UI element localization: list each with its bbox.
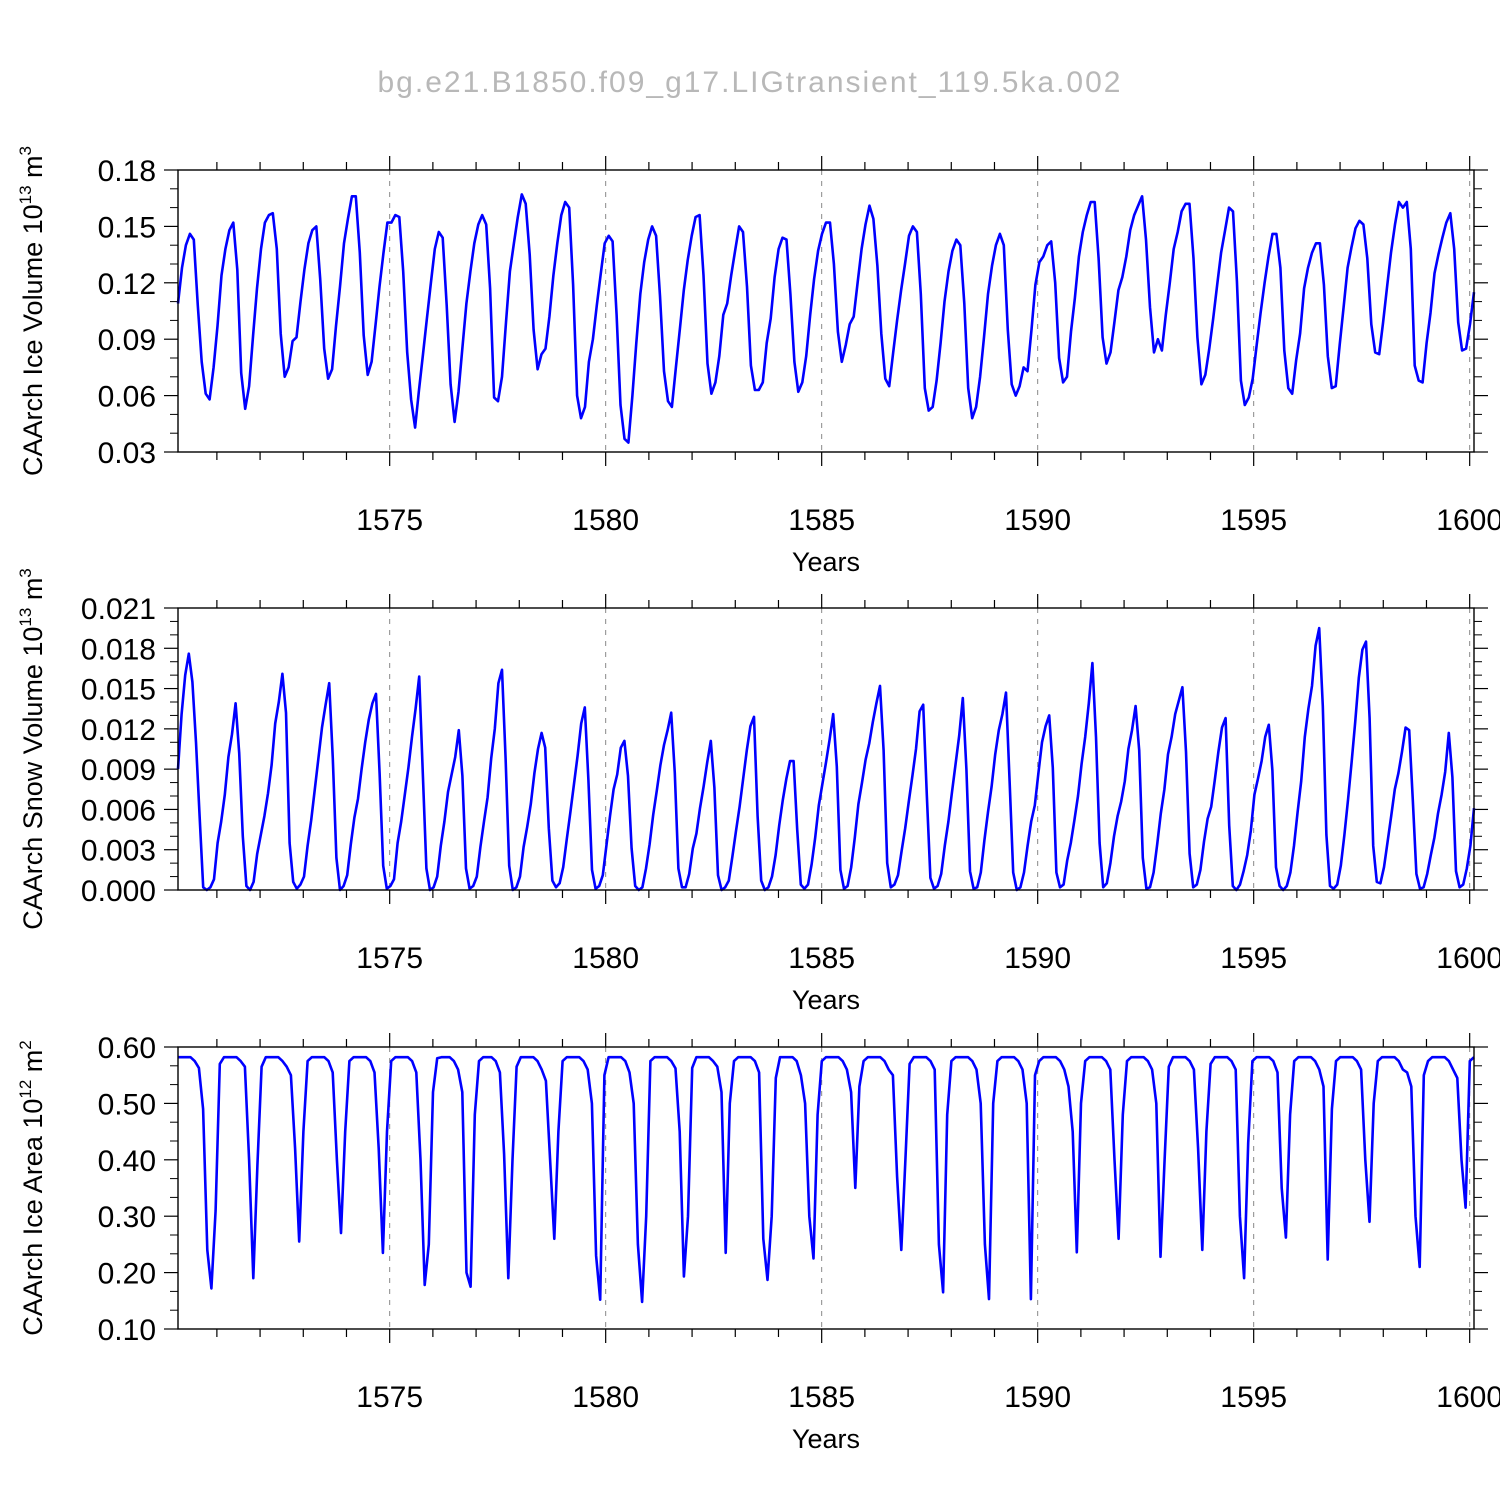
y-tick-label: 0.40 <box>98 1145 156 1178</box>
x-tick-label: 1600 <box>1436 942 1500 975</box>
y-tick-label: 0.50 <box>98 1088 156 1121</box>
y-tick-label: 0.10 <box>98 1314 156 1347</box>
y-tick-label: 0.018 <box>81 633 156 666</box>
x-tick-label: 1585 <box>788 504 855 537</box>
y-axis-label: CAArch Snow Volume 1013 m3 <box>16 568 48 930</box>
x-tick-label: 1595 <box>1220 1381 1287 1414</box>
y-axis-label: CAArch Ice Volume 1013 m3 <box>16 146 48 476</box>
x-tick-label: 1575 <box>356 942 423 975</box>
plot-frame <box>177 1046 1475 1330</box>
y-tick-label: 0.30 <box>98 1201 156 1234</box>
y-tick-label: 0.20 <box>98 1258 156 1291</box>
x-tick-label: 1580 <box>572 1381 639 1414</box>
x-tick-label: 1600 <box>1436 1381 1500 1414</box>
y-tick-label: 0.021 <box>81 593 156 626</box>
x-tick-label: 1595 <box>1220 942 1287 975</box>
y-tick-label: 0.012 <box>81 714 156 747</box>
y-tick-label: 0.06 <box>98 381 156 414</box>
y-tick-label: 0.009 <box>81 754 156 787</box>
series-line <box>176 193 1476 444</box>
x-tick-label: 1575 <box>356 1381 423 1414</box>
x-tick-label: 1600 <box>1436 504 1500 537</box>
x-tick-label: 1595 <box>1220 504 1287 537</box>
y-tick-label: 0.03 <box>98 437 156 470</box>
x-axis-label: Years <box>792 985 860 1015</box>
x-tick-label: 1585 <box>788 942 855 975</box>
panel-3: 0.10 0.20 0.30 0.40 0.50 0.60 1575 1580 1585 1590… <box>16 1032 1500 1454</box>
y-tick-label: 0.000 <box>81 875 156 908</box>
y-tick-label: 0.12 <box>98 268 156 301</box>
plot-frame <box>177 607 1475 891</box>
x-tick-label: 1580 <box>572 504 639 537</box>
plot-frame <box>177 169 1475 453</box>
figure-title: bg.e21.B1850.f09_g17.LIGtransient_119.5k… <box>377 66 1123 99</box>
panel-1: 0.03 0.06 0.09 0.12 0.15 0.18 1575 1580 1585 1590… <box>16 146 1500 577</box>
y-tick-label: 0.09 <box>98 324 156 357</box>
y-tick-label: 0.18 <box>98 155 156 188</box>
x-tick-label: 1590 <box>1004 1381 1071 1414</box>
y-tick-label: 0.60 <box>98 1032 156 1065</box>
panel-2: 0.000 0.003 0.006 0.009 0.012 0.015 0.018 0.021… <box>16 568 1500 1015</box>
series-line <box>178 1055 1475 1304</box>
y-tick-label: 0.15 <box>98 211 156 244</box>
y-tick-label: 0.003 <box>81 835 156 868</box>
x-tick-label: 1585 <box>788 1381 855 1414</box>
x-tick-label: 1590 <box>1004 504 1071 537</box>
y-tick-label: 0.015 <box>81 674 156 707</box>
y-tick-label: 0.006 <box>81 794 156 827</box>
x-tick-label: 1575 <box>356 504 423 537</box>
x-axis-label: Years <box>792 1424 860 1454</box>
y-axis-label: CAArch Ice Area 1012 m2 <box>16 1040 48 1336</box>
series-line <box>176 626 1476 892</box>
x-tick-label: 1580 <box>572 942 639 975</box>
x-axis-label: Years <box>792 547 860 577</box>
x-tick-label: 1590 <box>1004 942 1071 975</box>
